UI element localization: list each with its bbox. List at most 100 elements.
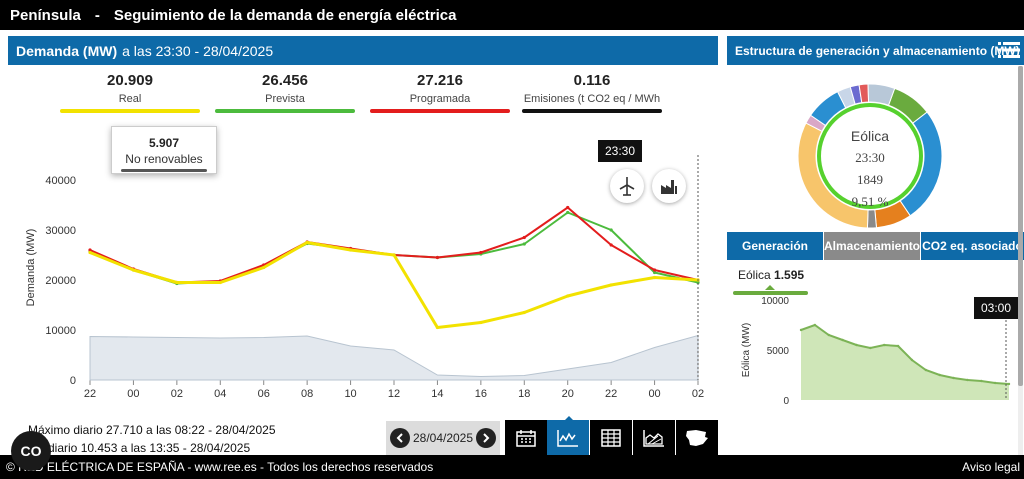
donut-percent: 9,51 % xyxy=(851,194,889,209)
x-tick-label: 02 xyxy=(692,388,704,400)
area-view-button[interactable] xyxy=(633,420,675,456)
y-tick-label: 10000 xyxy=(761,296,789,307)
daily-stats: Máximo diario 27.710 a las 08:22 - 28/04… xyxy=(28,421,276,457)
line-chart-icon xyxy=(557,430,578,447)
wind-point xyxy=(1007,382,1011,386)
kpi-prevista[interactable]: 26.456 Prevista xyxy=(215,72,355,113)
kpi-color-bar xyxy=(215,109,355,113)
series-value: 1.595 xyxy=(774,268,805,282)
generation-tabs: Generación Almacenamiento CO2 eq. asocia… xyxy=(727,232,1024,260)
x-tick-label: 18 xyxy=(518,388,530,400)
right-scrollbar[interactable] xyxy=(1018,66,1023,456)
series-prevista-point xyxy=(652,270,657,275)
table-icon xyxy=(601,429,621,447)
series-real-point xyxy=(392,253,396,257)
table-view-button[interactable] xyxy=(590,420,632,456)
kpi-value: 26.456 xyxy=(262,72,308,89)
header-separator: - xyxy=(94,6,100,24)
date-value[interactable]: 28/04/2025 xyxy=(412,431,474,445)
copyright-text: © RED ELÉCTRICA DE ESPAÑA - www.ree.es -… xyxy=(6,460,434,474)
y-tick-label: 40000 xyxy=(45,175,76,187)
wind-point xyxy=(993,381,997,385)
series-prevista-point xyxy=(522,242,526,246)
generation-donut[interactable] xyxy=(780,78,960,232)
wind-point xyxy=(952,376,955,380)
donut-hole xyxy=(822,108,918,204)
demand-title: Demanda (MW) xyxy=(16,42,118,59)
series-programada-point xyxy=(566,205,570,210)
kpi-row: 20.909 Real 26.456 Prevista 27.216 Progr… xyxy=(60,72,680,122)
y-axis-label: Demanda (MW) xyxy=(25,229,37,307)
wind-point xyxy=(938,373,941,377)
kpi-value: 20.909 xyxy=(107,72,153,89)
map-view-button[interactable] xyxy=(676,420,718,456)
x-tick-label: 22 xyxy=(84,388,96,400)
x-tick-label: 12 xyxy=(388,388,400,400)
page-title: Seguimiento de la demanda de energía elé… xyxy=(113,6,457,24)
series-color-bar xyxy=(733,285,808,295)
tab-almacenamiento[interactable]: Almacenamiento xyxy=(823,232,921,260)
wind-point xyxy=(896,344,900,348)
y-tick-label: 30000 xyxy=(45,225,76,237)
kpi-programada[interactable]: 27.216 Programada xyxy=(370,72,510,113)
daily-min: mo diario 10.453 a las 13:35 - 28/04/202… xyxy=(28,441,251,455)
kpi-real[interactable]: 20.909 Real xyxy=(60,72,200,113)
tab-co2[interactable]: CO2 eq. asociado xyxy=(921,232,1024,260)
spain-map-icon xyxy=(686,430,708,446)
wind-point xyxy=(910,358,914,362)
x-tick-label: 02 xyxy=(171,388,183,400)
kpi-color-bar xyxy=(370,109,510,113)
x-tick-label: 04 xyxy=(214,388,226,400)
app-header: Península - Seguimiento de la demanda de… xyxy=(0,0,1024,30)
series-real-point xyxy=(652,275,657,280)
x-tick-label: 20 xyxy=(562,388,574,400)
wind-point xyxy=(966,378,969,382)
factory-icon[interactable] xyxy=(652,169,686,203)
cookie-badge[interactable]: CO xyxy=(11,431,51,471)
calendar-icon xyxy=(516,430,536,447)
wind-chart[interactable]: 0 5000 10000 Eólica (MW) xyxy=(733,294,1015,412)
series-programada-point xyxy=(652,268,657,272)
wind-turbine-icon[interactable] xyxy=(610,169,644,203)
x-tick-label: 08 xyxy=(301,388,313,400)
series-real-point xyxy=(131,268,136,272)
donut-slice xyxy=(867,83,896,106)
chart-view-button[interactable] xyxy=(547,416,589,456)
tab-generacion[interactable]: Generación xyxy=(727,232,823,260)
calendar-view-button[interactable] xyxy=(505,420,547,456)
time-badge: 23:30 xyxy=(598,140,643,162)
x-tick-label: 06 xyxy=(258,388,270,400)
y-tick-label: 0 xyxy=(783,396,789,407)
series-real-point xyxy=(218,280,222,285)
series-label: Eólica 1.595 xyxy=(738,268,804,282)
area-chart-icon xyxy=(643,430,664,447)
series-prevista-point xyxy=(566,210,570,215)
demand-panel-header: Demanda (MW) a las 23:30 - 28/04/2025 xyxy=(8,36,718,65)
prev-date-button[interactable] xyxy=(390,428,410,448)
wind-point xyxy=(813,323,817,327)
region-label: Península xyxy=(10,6,81,24)
next-date-button[interactable] xyxy=(476,428,496,448)
footer: © RED ELÉCTRICA DE ESPAÑA - www.ree.es -… xyxy=(0,455,1024,479)
series-real-point xyxy=(609,283,613,287)
series-programada-line xyxy=(89,206,699,284)
series-name: Eólica xyxy=(738,268,771,282)
kpi-emisiones[interactable]: 0.116 Emisiones (t CO2 eq / MWh xyxy=(522,72,662,113)
series-real-point xyxy=(435,325,440,330)
series-real-point xyxy=(348,248,353,252)
series-real-point xyxy=(88,250,92,255)
demand-chart[interactable]: 0 10000 20000 30000 40000 Demanda (MW) 22 00 02 0… xyxy=(8,125,710,415)
wind-point xyxy=(841,338,844,342)
scrollbar-thumb[interactable] xyxy=(1018,66,1023,386)
tooltip-color-bar xyxy=(121,169,207,172)
series-prevista-line xyxy=(89,211,699,285)
menu-icon[interactable] xyxy=(998,40,1020,60)
wind-point xyxy=(869,346,872,350)
wind-point xyxy=(980,379,983,383)
tooltip-value: 5.907 xyxy=(148,136,180,150)
x-tick-label: 16 xyxy=(475,388,487,400)
wind-point xyxy=(883,343,886,347)
legal-link[interactable]: Aviso legal xyxy=(962,460,1020,474)
series-programada-point xyxy=(435,255,440,260)
donut-center-info: Eólica 23:30 1849 9,51 % xyxy=(820,128,920,210)
